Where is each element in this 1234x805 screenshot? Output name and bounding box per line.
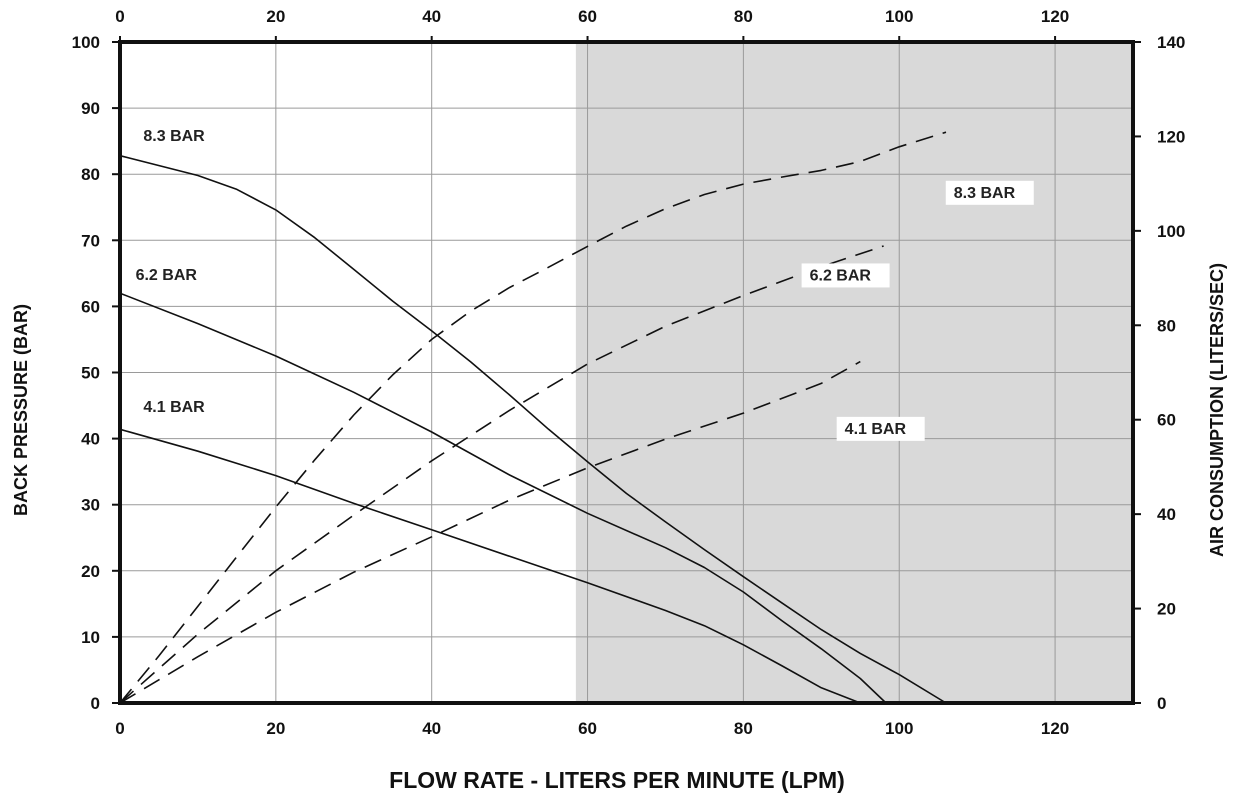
x-tick-label: 80 xyxy=(734,719,753,738)
y-left-tick-label: 20 xyxy=(81,562,100,581)
y-left-tick-label: 40 xyxy=(81,430,100,449)
curve-labels: 8.3 BAR 6.2 BAR 4.1 BAR 8.3 BAR 6.2 BAR 4.1 B… xyxy=(136,128,1034,441)
y-left-tick-label: 10 xyxy=(81,628,100,647)
y-right-tick-label: 40 xyxy=(1157,505,1176,524)
x-top-tick-label: 120 xyxy=(1041,7,1069,26)
y-right-tick-label: 80 xyxy=(1157,316,1176,335)
air-consumption-line-4-1-bar xyxy=(119,360,861,704)
y-left-tick-label: 80 xyxy=(81,165,100,184)
back-pressure-line-4-1-bar xyxy=(119,428,861,704)
x-top-tick-label: 100 xyxy=(885,7,913,26)
y-right-tick-label: 100 xyxy=(1157,222,1185,241)
y-left-tick-label: 100 xyxy=(72,33,100,52)
curve-label: 6.2 BAR xyxy=(801,263,890,288)
y-left-tick-label: 70 xyxy=(81,231,100,250)
y-left-tick-label: 90 xyxy=(81,99,100,118)
series-lines xyxy=(119,131,947,704)
back-pressure-line-6-2-bar xyxy=(119,292,887,704)
back-pressure-line-8-3-bar xyxy=(119,154,947,704)
x-top-tick-label: 20 xyxy=(266,7,285,26)
y-right-tick-label: 20 xyxy=(1157,600,1176,619)
y-axis-left-title: BACK PRESSURE (BAR) xyxy=(11,304,31,516)
y-right-tick-label: 140 xyxy=(1157,33,1185,52)
y-left-tick-label: 0 xyxy=(91,694,100,713)
curve-label-text: 6.2 BAR xyxy=(810,267,872,284)
y-right-tick-label: 60 xyxy=(1157,411,1176,430)
y-left-tick-label: 50 xyxy=(81,364,100,383)
x-tick-label: 60 xyxy=(578,719,597,738)
air-consumption-line-6-2-bar xyxy=(119,245,884,704)
y-right-tick-label: 0 xyxy=(1157,694,1166,713)
curve-label: 4.1 BAR xyxy=(836,416,925,441)
x-top-tick-label: 60 xyxy=(578,7,597,26)
x-tick-label: 20 xyxy=(266,719,285,738)
x-top-tick-label: 0 xyxy=(115,7,124,26)
tick-labels: 0 20 40 60 80 100 120 0 20 40 60 80 100 120 0 10 20 30 40 5… xyxy=(72,7,1186,738)
curve-label-text: 6.2 BAR xyxy=(136,267,198,284)
air-consumption-line-8-3-bar xyxy=(119,131,947,704)
plot-frame xyxy=(112,36,1141,705)
curve-label-text: 4.1 BAR xyxy=(143,399,205,416)
x-tick-label: 100 xyxy=(885,719,913,738)
curve-label: 8.3 BAR xyxy=(143,128,205,145)
x-tick-label: 40 xyxy=(422,719,441,738)
curve-label: 6.2 BAR xyxy=(136,267,198,284)
curve-label-box xyxy=(836,416,925,441)
curve-label-text: 8.3 BAR xyxy=(954,185,1016,202)
x-axis-title: FLOW RATE - LITERS PER MINUTE (LPM) xyxy=(389,767,845,793)
y-right-tick-label: 120 xyxy=(1157,127,1185,146)
x-top-tick-label: 80 xyxy=(734,7,753,26)
x-tick-label: 0 xyxy=(115,719,124,738)
curve-label: 8.3 BAR xyxy=(945,180,1034,205)
y-left-tick-label: 60 xyxy=(81,297,100,316)
y-axis-right-title: AIR CONSUMPTION (LITERS/SEC) xyxy=(1207,263,1227,557)
y-left-tick-label: 30 xyxy=(81,496,100,515)
curve-label-box xyxy=(945,180,1034,205)
curve-label-box xyxy=(801,263,890,288)
x-tick-label: 120 xyxy=(1041,719,1069,738)
curve-label-text: 4.1 BAR xyxy=(845,421,907,438)
curve-label-text: 8.3 BAR xyxy=(143,128,205,145)
curve-label: 4.1 BAR xyxy=(143,399,205,416)
x-top-tick-label: 40 xyxy=(422,7,441,26)
